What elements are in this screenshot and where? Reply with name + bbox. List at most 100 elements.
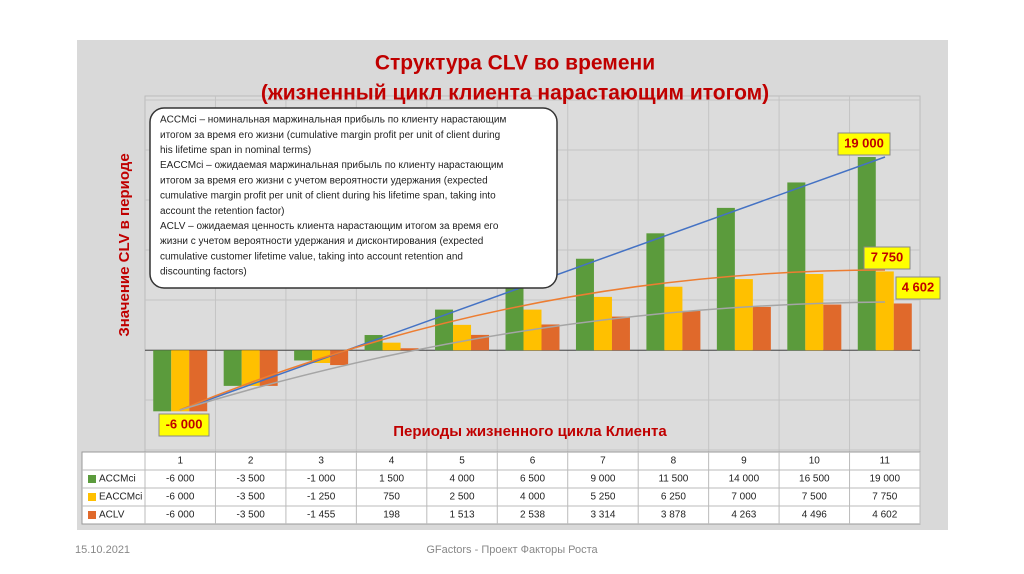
bar	[453, 324, 472, 351]
bar	[171, 350, 190, 412]
table-cell: 750	[383, 492, 400, 503]
bar	[400, 348, 419, 351]
bar	[153, 350, 172, 412]
legend-label: ACLV	[99, 510, 125, 521]
note-text: итогом за время его жизни с учетом вероя…	[160, 175, 488, 186]
x-tick-label: 10	[809, 456, 821, 467]
table-cell: 1 500	[379, 474, 404, 485]
bar	[223, 350, 242, 386]
table-cell: -1 250	[307, 492, 336, 503]
table-cell: 5 250	[590, 492, 615, 503]
note-text: cumulative margin profit per unit of cli…	[160, 191, 496, 202]
table-cell: 6 250	[661, 492, 686, 503]
bar	[541, 324, 560, 351]
table-cell: 6 500	[520, 474, 545, 485]
table-cell: 2 500	[450, 492, 475, 503]
bar	[787, 182, 806, 351]
bar	[382, 342, 401, 351]
table-cell: -3 500	[237, 474, 266, 485]
callout: -6 000	[166, 416, 203, 431]
x-tick-label: 9	[741, 456, 747, 467]
table-cell: 19 000	[869, 474, 900, 485]
note-text: cumulative customer lifetime value, taki…	[160, 251, 463, 262]
note-text: ACLV – ожидаемая ценность клиента нараст…	[160, 221, 499, 232]
table-cell: -6 000	[166, 510, 195, 521]
note-text: his lifetime span in nominal terms)	[160, 145, 311, 156]
callout-box	[158, 413, 210, 437]
x-tick-label: 11	[880, 456, 891, 467]
table-cell: 7 000	[731, 492, 756, 503]
table-cell: 2 538	[520, 510, 545, 521]
table-cell: 4 496	[802, 510, 827, 521]
callout: 19 000	[844, 135, 884, 150]
bar	[752, 306, 771, 351]
table-cell: 198	[383, 510, 400, 521]
x-axis-label: Периоды жизненного цикла Клиента	[393, 423, 667, 440]
table-cell: 4 263	[731, 510, 756, 521]
x-tick-label: 5	[459, 456, 465, 467]
legend-label: ACCMci	[99, 474, 136, 485]
x-tick-label: 2	[248, 456, 254, 467]
bar	[611, 316, 630, 351]
table-cell: 3 878	[661, 510, 686, 521]
table-cell: -6 000	[166, 474, 195, 485]
note-text: discounting factors)	[160, 267, 247, 278]
callout-box	[863, 246, 911, 270]
bar	[435, 309, 454, 351]
chart-title: (жизненный цикл клиента нарастающим итог…	[261, 82, 769, 105]
table-cell: -6 000	[166, 492, 195, 503]
bar	[646, 233, 665, 351]
note-text: жизни с учетом вероятности удержания и д…	[160, 236, 483, 247]
callout: 4 602	[902, 279, 935, 294]
bar	[716, 207, 735, 351]
bar	[823, 304, 842, 351]
bar	[189, 350, 208, 412]
table-cell: 11 500	[658, 474, 688, 485]
table-cell: 16 500	[799, 474, 830, 485]
table-cell: -1 000	[307, 474, 336, 485]
bar	[294, 350, 313, 361]
footer-date: 15.10.2021	[75, 544, 130, 556]
table-cell: 7 500	[802, 492, 827, 503]
legend-swatch	[88, 511, 96, 519]
table-cell: 4 000	[520, 492, 545, 503]
note-text: account the retention factor)	[160, 206, 285, 217]
bar	[682, 310, 701, 351]
legend-swatch	[88, 475, 96, 483]
bar	[575, 258, 594, 351]
table-cell: 3 314	[590, 510, 615, 521]
chart-title: Структура CLV во времени	[375, 52, 655, 75]
y-axis-label: Значение CLV в периоде	[116, 153, 133, 336]
note-box	[149, 107, 558, 289]
table-cell: 7 750	[872, 492, 897, 503]
note-text: EACCMci – ожидаемая маржинальная прибыль…	[160, 159, 504, 171]
bar	[505, 284, 524, 351]
legend-swatch	[88, 493, 96, 501]
bar	[734, 279, 753, 351]
bar	[875, 271, 894, 351]
table-cell: -3 500	[237, 510, 266, 521]
x-tick-label: 6	[530, 456, 536, 467]
table-cell: -1 455	[307, 510, 336, 521]
table-cell: 4 000	[450, 474, 475, 485]
trend-line	[179, 301, 886, 411]
legend-label: EACCMci	[99, 492, 142, 503]
table-cell: 9 000	[590, 474, 615, 485]
x-tick-label: 8	[671, 456, 677, 467]
note-text: итогом за время его жизни (cumulative ma…	[160, 130, 500, 141]
callout: 7 750	[871, 249, 904, 264]
x-tick-label: 1	[177, 456, 183, 467]
bar	[241, 350, 260, 386]
trend-line	[179, 269, 886, 411]
bar	[593, 296, 612, 351]
callout-box	[895, 276, 941, 300]
callout-box	[837, 132, 891, 156]
table-cell: 1 513	[450, 510, 475, 521]
bar	[893, 303, 912, 351]
x-tick-label: 7	[600, 456, 606, 467]
table-cell: 14 000	[729, 474, 760, 485]
table-cell: -3 500	[237, 492, 266, 503]
bar	[664, 286, 683, 351]
footer-text: GFactors - Проект Факторы Роста	[426, 544, 598, 556]
